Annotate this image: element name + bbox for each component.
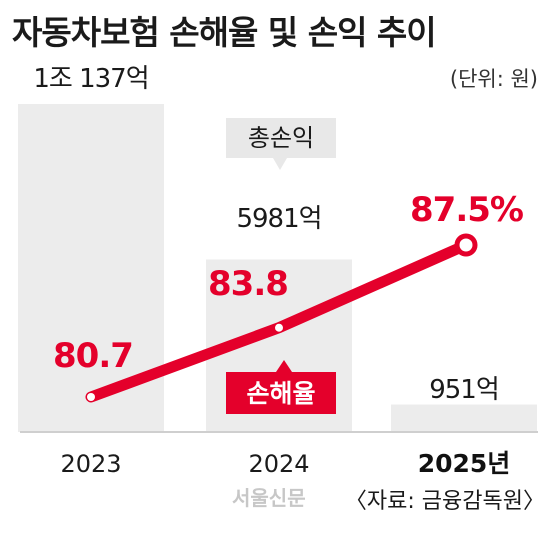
line-point <box>87 393 95 401</box>
legend-bars: 총손익 <box>226 118 336 170</box>
legend-line-box <box>226 360 336 414</box>
line-point <box>275 323 283 332</box>
watermark: 서울신문 <box>232 486 306 510</box>
x-tick-label: 2025년 <box>418 449 511 478</box>
x-tick-label: 2023 <box>60 450 121 478</box>
line-value-label: 87.5% <box>410 190 523 230</box>
legend-bars-box <box>226 118 336 170</box>
line-point <box>454 233 478 257</box>
legend-line-label: 손해율 <box>246 379 315 408</box>
chart-title: 자동차보험 손해율 및 손익 추이 <box>12 13 436 52</box>
line-series <box>85 233 478 403</box>
x-tick-label: 2024 <box>248 450 309 478</box>
bar-label-group: 1조 137억 5981억 951억 <box>33 64 499 405</box>
unit-label: (단위: 원) <box>450 67 538 91</box>
bar-value-label: 951억 <box>429 375 499 405</box>
bar-group <box>18 104 537 432</box>
legend-line: 손해율 <box>226 360 336 414</box>
bar-value-label: 5981억 <box>236 204 321 234</box>
line-label-group: 80.7 83.8 87.5% <box>53 190 524 376</box>
source-note: 〈자료: 금융감독원〉 <box>345 489 545 514</box>
bar-value-label: 1조 137억 <box>33 64 148 94</box>
line-value-label: 80.7 <box>53 336 133 376</box>
line-value-label: 83.8 <box>208 264 288 304</box>
legend-bars-label: 총손익 <box>248 124 314 152</box>
x-tick-group: 2023 2024 2025년 <box>60 449 510 478</box>
bar-2025년 <box>391 404 537 432</box>
